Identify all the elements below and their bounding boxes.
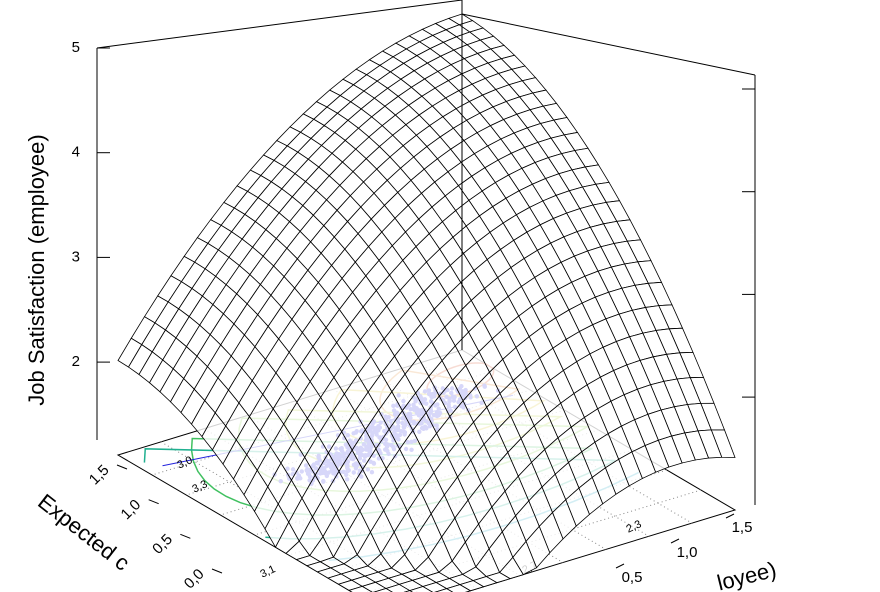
x-tick — [116, 464, 128, 470]
x-tick-label: 0,5 — [149, 531, 176, 558]
y-tick — [615, 563, 625, 569]
y-axis-label: loyee) — [715, 557, 779, 592]
y-tick-label: 1,0 — [677, 544, 698, 561]
floor-grid — [160, 441, 419, 592]
x-tick-label: 1,5 — [86, 462, 113, 489]
surface-cell — [372, 588, 393, 592]
y-tick — [725, 513, 735, 519]
contour-label: 3,1 — [258, 563, 277, 580]
z-tick-label: 5 — [72, 39, 80, 56]
y-tick — [670, 538, 680, 544]
surface-cell — [434, 588, 454, 592]
surface-cell — [348, 585, 373, 592]
surface — [117, 13, 736, 592]
contour-label: 2,3 — [624, 518, 643, 535]
contour-label: 3,3 — [190, 478, 209, 495]
y-tick-label: 0,5 — [622, 569, 643, 586]
x-tick — [211, 568, 223, 574]
x-tick — [148, 499, 159, 505]
y-tick-label: 1,5 — [732, 519, 753, 536]
top-edge — [461, 13, 756, 76]
z-axis-label: Job Satisfaction (employee) — [24, 134, 49, 405]
z-tick-label: 3 — [72, 248, 80, 265]
z-tick-label: 4 — [72, 144, 80, 161]
x-tick-label: 0,0 — [181, 566, 208, 592]
x-axis-label: Expected c — [33, 489, 134, 576]
x-tick-label: 1,0 — [118, 496, 145, 523]
surface-cell — [445, 584, 472, 592]
axes-box — [96, 0, 756, 505]
x-tick — [180, 533, 191, 539]
top-edge — [96, 0, 463, 49]
surface-cell — [384, 583, 411, 592]
contour-label: 3,0 — [175, 454, 194, 471]
z-tick-label: 2 — [72, 353, 80, 370]
surface-cell — [408, 586, 434, 592]
